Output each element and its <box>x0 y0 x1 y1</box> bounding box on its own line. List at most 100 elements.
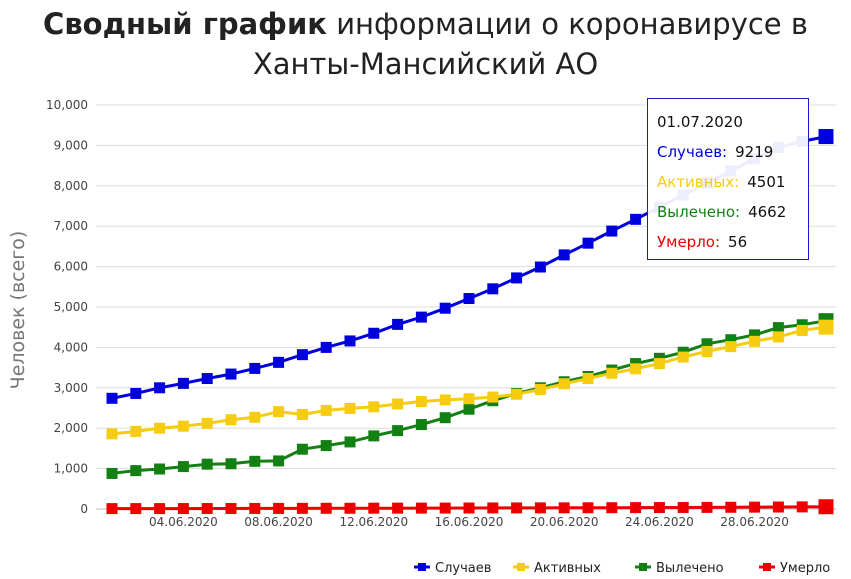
data-point[interactable] <box>296 502 308 514</box>
data-point[interactable] <box>177 503 189 515</box>
data-point[interactable] <box>392 398 404 410</box>
data-point[interactable] <box>154 503 166 515</box>
data-point[interactable] <box>630 213 642 225</box>
legend-item-3[interactable]: Умерло <box>759 561 830 576</box>
data-point[interactable] <box>487 391 499 403</box>
data-point[interactable] <box>487 502 499 514</box>
legend[interactable]: Случаев Активных Вылечено Умерло <box>414 561 830 576</box>
data-point[interactable] <box>796 324 808 336</box>
data-point[interactable] <box>368 502 380 514</box>
data-point[interactable] <box>653 502 665 514</box>
data-point[interactable] <box>487 283 499 295</box>
data-point[interactable] <box>749 501 761 513</box>
data-point[interactable] <box>818 499 834 515</box>
data-point[interactable] <box>273 406 285 418</box>
data-point[interactable] <box>177 420 189 432</box>
data-point[interactable] <box>201 458 213 470</box>
data-point[interactable] <box>701 501 713 513</box>
data-point[interactable] <box>201 417 213 429</box>
data-point[interactable] <box>154 422 166 434</box>
data-point[interactable] <box>772 322 784 334</box>
data-point[interactable] <box>677 351 689 363</box>
data-point[interactable] <box>320 440 332 452</box>
data-point[interactable] <box>273 356 285 368</box>
data-point[interactable] <box>225 414 237 426</box>
data-point[interactable] <box>463 403 475 415</box>
data-point[interactable] <box>368 401 380 413</box>
data-point[interactable] <box>818 129 834 145</box>
data-point[interactable] <box>439 412 451 424</box>
data-point[interactable] <box>368 430 380 442</box>
data-point[interactable] <box>106 467 118 479</box>
data-point[interactable] <box>725 341 737 353</box>
data-point[interactable] <box>796 319 808 331</box>
data-point[interactable] <box>463 502 475 514</box>
data-point[interactable] <box>606 367 618 379</box>
data-point[interactable] <box>177 377 189 389</box>
data-point[interactable] <box>106 392 118 404</box>
data-point[interactable] <box>439 394 451 406</box>
legend-item-0[interactable]: Случаев <box>414 561 491 576</box>
data-point[interactable] <box>320 341 332 353</box>
data-point[interactable] <box>320 404 332 416</box>
data-point[interactable] <box>558 249 570 261</box>
data-point[interactable] <box>582 502 594 514</box>
data-point[interactable] <box>225 458 237 470</box>
data-point[interactable] <box>653 358 665 370</box>
data-point[interactable] <box>320 502 332 514</box>
data-point[interactable] <box>225 502 237 514</box>
data-point[interactable] <box>130 425 142 437</box>
data-point[interactable] <box>130 503 142 515</box>
data-point[interactable] <box>177 461 189 473</box>
data-point[interactable] <box>606 225 618 237</box>
data-point[interactable] <box>534 383 546 395</box>
data-point[interactable] <box>511 272 523 284</box>
data-point[interactable] <box>677 501 689 513</box>
data-point[interactable] <box>558 502 570 514</box>
data-point[interactable] <box>392 425 404 437</box>
data-point[interactable] <box>296 408 308 420</box>
data-point[interactable] <box>463 293 475 305</box>
data-point[interactable] <box>154 463 166 475</box>
data-point[interactable] <box>273 502 285 514</box>
data-point[interactable] <box>130 387 142 399</box>
data-point[interactable] <box>511 502 523 514</box>
data-point[interactable] <box>344 502 356 514</box>
data-point[interactable] <box>249 502 261 514</box>
data-point[interactable] <box>201 503 213 515</box>
data-point[interactable] <box>606 502 618 514</box>
data-point[interactable] <box>225 368 237 380</box>
data-point[interactable] <box>630 363 642 375</box>
data-point[interactable] <box>368 327 380 339</box>
data-point[interactable] <box>582 373 594 385</box>
data-point[interactable] <box>296 443 308 455</box>
data-point[interactable] <box>415 419 427 431</box>
data-point[interactable] <box>415 311 427 323</box>
data-point[interactable] <box>511 388 523 400</box>
data-point[interactable] <box>415 396 427 408</box>
data-point[interactable] <box>749 329 761 341</box>
data-point[interactable] <box>201 373 213 385</box>
data-point[interactable] <box>154 382 166 394</box>
data-point[interactable] <box>818 319 834 335</box>
data-point[interactable] <box>772 331 784 343</box>
data-point[interactable] <box>249 455 261 467</box>
data-point[interactable] <box>344 436 356 448</box>
data-point[interactable] <box>344 335 356 347</box>
data-point[interactable] <box>558 378 570 390</box>
data-point[interactable] <box>273 455 285 467</box>
legend-item-2[interactable]: Вылечено <box>635 561 724 576</box>
data-point[interactable] <box>439 502 451 514</box>
data-point[interactable] <box>415 502 427 514</box>
legend-item-1[interactable]: Активных <box>513 561 601 576</box>
data-point[interactable] <box>106 428 118 440</box>
data-point[interactable] <box>701 338 713 350</box>
data-point[interactable] <box>130 465 142 477</box>
data-point[interactable] <box>772 501 784 513</box>
data-point[interactable] <box>249 411 261 423</box>
data-point[interactable] <box>392 318 404 330</box>
data-point[interactable] <box>725 334 737 346</box>
data-point[interactable] <box>296 349 308 361</box>
data-point[interactable] <box>630 502 642 514</box>
data-point[interactable] <box>701 345 713 357</box>
